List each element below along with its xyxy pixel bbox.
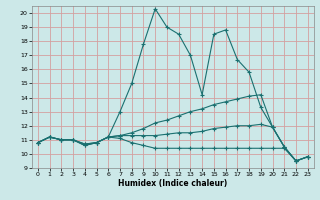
- X-axis label: Humidex (Indice chaleur): Humidex (Indice chaleur): [118, 179, 228, 188]
